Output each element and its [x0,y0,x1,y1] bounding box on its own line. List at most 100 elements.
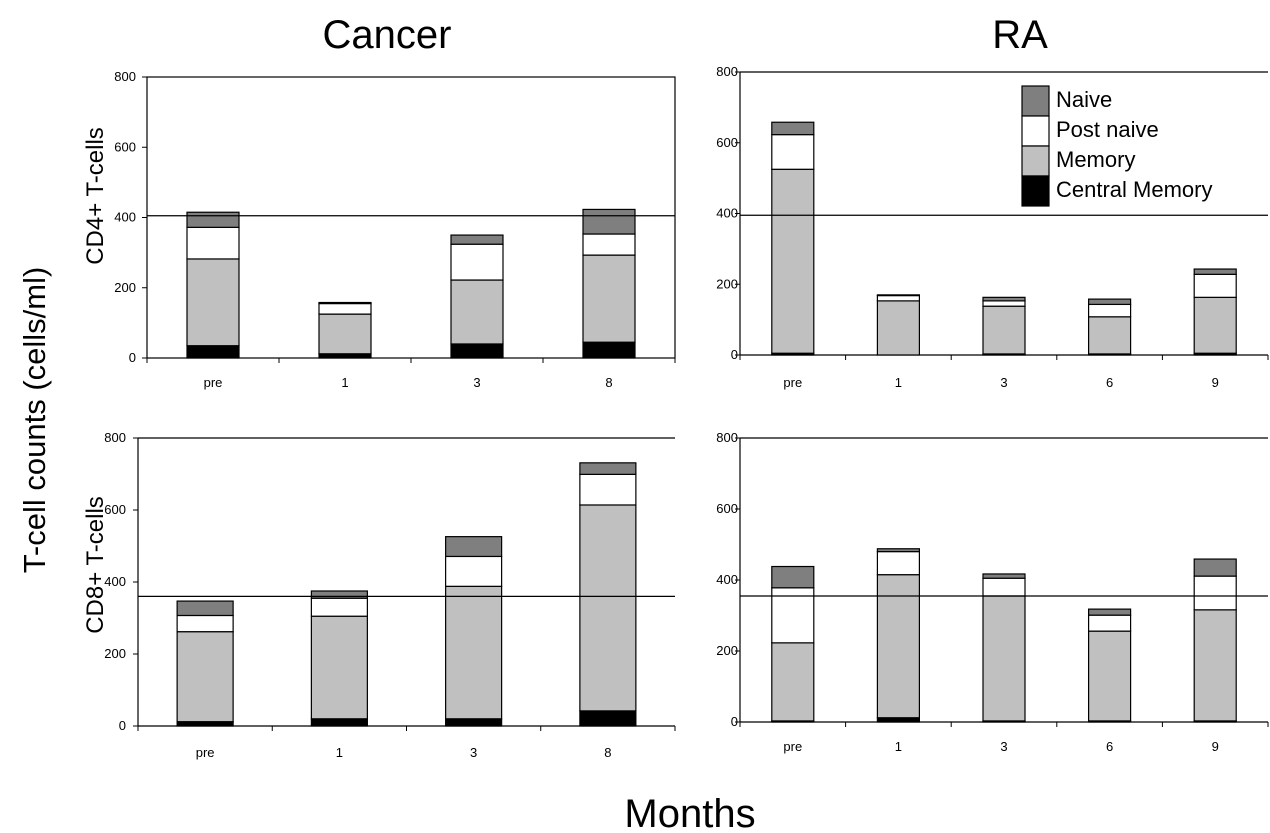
x-tick-label: 3 [473,375,480,390]
bar-segment-naive [579,462,637,475]
x-tick-label: 3 [1000,739,1007,754]
x-tick-label: 8 [605,375,612,390]
bar-segment-naive [876,294,921,297]
y-tick-label: 600 [716,135,738,150]
bar-segment-memory [579,504,637,712]
bar-segment-memory [582,254,636,343]
bar-segment-naive [318,301,372,305]
bar-segment-post-naive [982,300,1026,307]
x-tick-label: 3 [470,745,477,760]
y-tick-label: 400 [114,210,136,225]
bar-segment-central-memory [186,345,240,359]
bar-segment-naive [876,548,921,553]
x-tick-label: 6 [1106,375,1113,390]
bar-segment-memory [982,595,1026,722]
panel-0: 0 200 400 600 800 pre 1 3 8 [114,69,676,390]
bar-segment-central-memory [310,718,368,727]
bar-segment-post-naive [1193,575,1237,611]
y-tick-label: 800 [104,430,126,445]
bar-segment-central-memory [582,341,636,359]
y-axis-title: T-cell counts (cells/ml) [17,267,52,574]
bar-segment-naive [982,573,1026,579]
y-tick-label: 200 [716,643,738,658]
bar-segment-memory [1193,296,1237,354]
bar-segment-naive [310,590,368,599]
bar-segment-post-naive [1087,303,1132,318]
bar-segment-post-naive [982,577,1026,597]
bar-segment-memory [318,313,372,355]
x-tick-label: pre [196,745,215,760]
bar-segment-naive [582,208,636,235]
x-tick-label: pre [204,375,223,390]
bar-segment-memory [186,258,240,347]
y-tick-label: 200 [104,646,126,661]
x-tick-label: 1 [895,375,902,390]
bar-segment-memory [771,168,815,354]
bar-segment-memory [1193,609,1237,722]
x-tick-label: 1 [341,375,348,390]
y-tick-label: 600 [716,501,738,516]
bar-segment-naive [1193,268,1237,275]
bar-segment-naive [771,121,815,136]
y-tick-label: 200 [114,280,136,295]
bar-segment-naive [450,234,504,245]
panel-2: 0 200 400 600 800 pre 1 3 8 [104,430,676,760]
row-label-cd8: CD8+ T-cells [82,496,109,634]
title-cancer: Cancer [323,13,452,57]
bar-segment-post-naive [310,597,368,617]
bar-segment-post-naive [579,473,637,506]
bar-segment-post-naive [186,226,240,260]
bar-segment-post-naive [445,555,503,587]
bar-segment-naive [771,565,815,589]
panel-3: 0 200 400 600 800 pre 1 3 6 9 [716,430,1269,754]
x-tick-label: 3 [1000,375,1007,390]
y-tick-label: 400 [104,574,126,589]
bar-segment-naive [982,296,1026,302]
bar-segment-central-memory [445,718,503,727]
title-ra: RA [992,13,1048,57]
x-tick-label: 1 [895,739,902,754]
bar-segment-naive [1193,558,1237,577]
x-tick-label: 8 [604,745,611,760]
y-tick-label: 600 [104,502,126,517]
bar-segment-post-naive [176,614,234,633]
y-tick-label: 0 [731,347,738,362]
row-label-cd4: CD4+ T-cells [82,127,109,265]
y-tick-label: 800 [114,69,136,84]
bar-segment-naive [445,536,503,558]
legend-label: Central Memory [1056,177,1212,202]
y-tick-label: 0 [119,718,126,733]
panel-1: 0 200 400 600 800 pre 1 3 6 9 [716,64,1269,390]
x-tick-label: 1 [336,745,343,760]
bar-segment-post-naive [771,134,815,170]
bar-segment-memory [771,642,815,722]
y-tick-label: 0 [731,714,738,729]
legend-label: Post naive [1056,117,1159,142]
bar-segment-memory [450,279,504,345]
x-axis-title: Months [624,792,755,833]
y-tick-label: 400 [716,572,738,587]
bar-segment-memory [445,585,503,720]
x-tick-label: 6 [1106,739,1113,754]
legend-swatch [1021,115,1050,147]
x-tick-label: 9 [1212,375,1219,390]
bar-segment-post-naive [318,302,372,315]
bar-segment-memory [1087,316,1132,355]
y-tick-label: 600 [114,139,136,154]
y-tick-label: 400 [716,206,738,221]
x-tick-label: 9 [1212,739,1219,754]
legend: Naive Post naive Memory Central Memory [1021,85,1212,207]
bar-segment-central-memory [176,721,234,727]
bar-segment-post-naive [1193,273,1237,298]
x-tick-label: pre [783,375,802,390]
y-tick-label: 0 [129,350,136,365]
bar-segment-central-memory [450,343,504,359]
bar-segment-central-memory [318,353,372,359]
bar-segment-naive [176,600,234,617]
bar-segment-post-naive [771,587,815,644]
y-tick-label: 800 [716,430,738,445]
bar-segment-post-naive [876,550,921,576]
bar-segment-naive [1087,608,1132,616]
